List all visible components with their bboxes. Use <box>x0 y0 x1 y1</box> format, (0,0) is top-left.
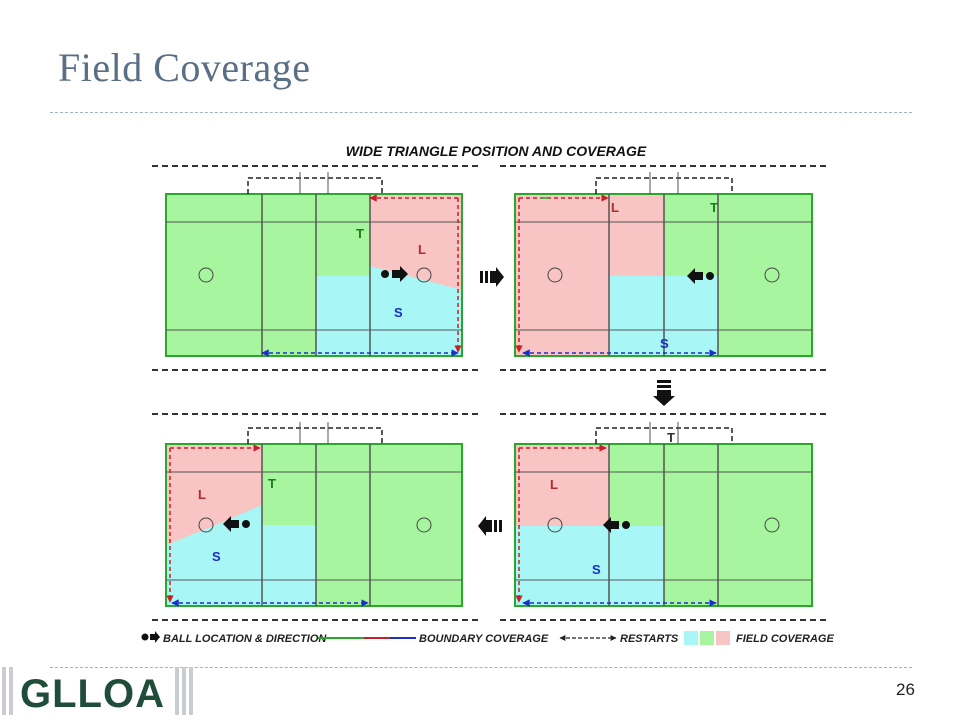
page-number: 26 <box>896 680 915 699</box>
ball-direction-icon <box>150 631 160 643</box>
ball-direction-icon <box>223 516 239 532</box>
center-circle-icon <box>547 267 563 283</box>
label-single: S <box>592 562 601 577</box>
label-single: S <box>212 549 221 564</box>
center-circle-icon <box>547 517 563 533</box>
legend-field: FIELD COVERAGE <box>736 633 834 645</box>
label-lead: L <box>198 487 206 502</box>
center-circle-icon <box>764 267 780 283</box>
legend-ball: BALL LOCATION & DIRECTION <box>163 633 327 645</box>
flow-arrow-icon <box>653 380 675 406</box>
panel-bottom-right: T L S <box>500 413 826 621</box>
label-trail: T <box>356 226 364 241</box>
footer-divider <box>50 667 912 668</box>
legend-boundary: BOUNDARY COVERAGE <box>419 633 549 645</box>
label-lead: L <box>611 200 619 215</box>
legend: BALL LOCATION & DIRECTION BOUNDARY COVER… <box>141 631 834 645</box>
label-trail: T <box>710 200 718 215</box>
label-trail: T <box>667 430 675 445</box>
flow-arrow-icon <box>480 267 504 287</box>
ball-direction-icon <box>687 268 703 284</box>
diagram-title: WIDE TRIANGLE POSITION AND COVERAGE <box>346 143 647 159</box>
label-lead: L <box>418 242 426 257</box>
label-trail: T <box>268 476 276 491</box>
panel-top-right: L T S <box>500 165 826 371</box>
label-single: S <box>660 336 669 351</box>
panel-top-left: T L S <box>152 165 478 371</box>
center-circle-icon <box>416 517 432 533</box>
center-circle-icon <box>764 517 780 533</box>
label-single: S <box>394 305 403 320</box>
legend-restarts: RESTARTS <box>620 633 679 645</box>
logo-text: GLLOA <box>20 672 165 716</box>
label-lead: L <box>550 477 558 492</box>
panel-bottom-left: L T S <box>152 413 478 621</box>
ball-direction-icon <box>603 517 619 533</box>
slide-title: Field Coverage <box>58 45 311 90</box>
center-circle-icon <box>198 517 214 533</box>
center-circle-icon <box>198 267 214 283</box>
center-circle-icon <box>416 267 432 283</box>
title-divider <box>50 112 912 113</box>
ball-direction-icon <box>392 266 408 282</box>
flow-arrow-icon <box>478 516 502 536</box>
